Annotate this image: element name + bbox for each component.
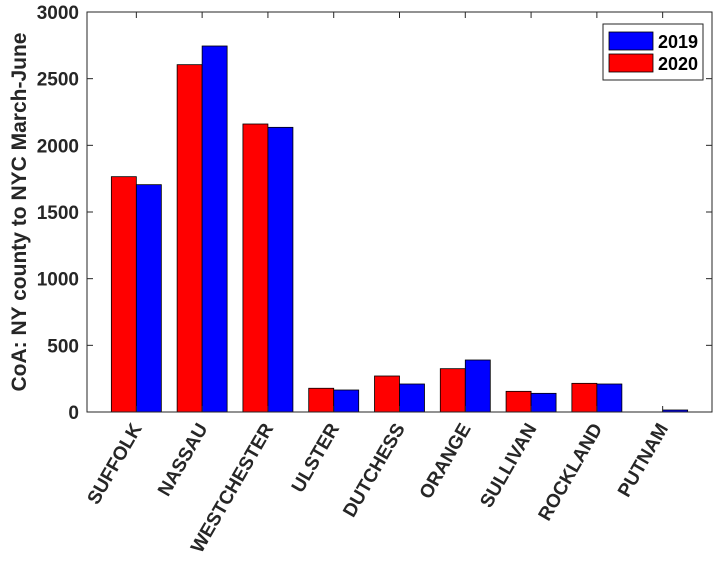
x-tick-label-nassau: NASSAU	[154, 420, 212, 500]
y-axis-label: CoA: NY county to NYC March-June	[8, 33, 31, 392]
x-tick-label-dutchess: DUTCHESS	[339, 420, 409, 521]
bar-2020-dutchess	[374, 375, 400, 413]
bar-2020-orange	[439, 368, 466, 413]
y-tick-label: 1000	[37, 270, 79, 291]
x-tick-label-ulster: ULSTER	[288, 420, 344, 497]
bar-2020-nassau	[176, 64, 203, 413]
bar-2019-westchester	[267, 126, 294, 413]
bar-2019-suffolk	[135, 184, 162, 413]
legend-swatch-2019	[608, 31, 654, 51]
x-tick-label-suffolk: SUFFOLK	[84, 420, 147, 508]
x-tick-label-putnam: PUTNAM	[614, 420, 673, 501]
bar-2019-sullivan	[530, 392, 557, 413]
legend-label-2019: 2019	[658, 32, 698, 52]
bar-2019-nassau	[201, 45, 228, 413]
bar-2020-sullivan	[505, 390, 532, 413]
bar-2020-westchester	[242, 123, 269, 413]
bar-2020-suffolk	[110, 176, 137, 413]
y-tick-label: 2500	[37, 70, 79, 91]
bar-2019-dutchess	[399, 383, 425, 413]
bars-group	[110, 45, 689, 413]
y-tick-label: 2000	[37, 136, 79, 157]
bar-2019-ulster	[333, 389, 360, 413]
x-tick-label-sullivan: SULLIVAN	[476, 420, 541, 512]
x-tick-label-orange: ORANGE	[416, 420, 476, 503]
legend-swatch-2020	[608, 53, 654, 73]
bar-2019-orange	[464, 359, 491, 413]
y-tick-label: 3000	[37, 3, 79, 24]
y-tick-label: 0	[68, 403, 79, 424]
bar-2019-rockland	[596, 383, 623, 413]
bar-2020-ulster	[308, 387, 335, 413]
bar-2020-rockland	[571, 382, 598, 413]
y-tick-label: 500	[47, 336, 79, 357]
y-tick-label: 1500	[37, 203, 79, 224]
legend-label-2020: 2020	[658, 54, 698, 74]
y-axis: 0 500 1000 1500 2000 2500 3000	[37, 3, 712, 424]
x-tick-label-rockland: ROCKLAND	[535, 420, 608, 525]
